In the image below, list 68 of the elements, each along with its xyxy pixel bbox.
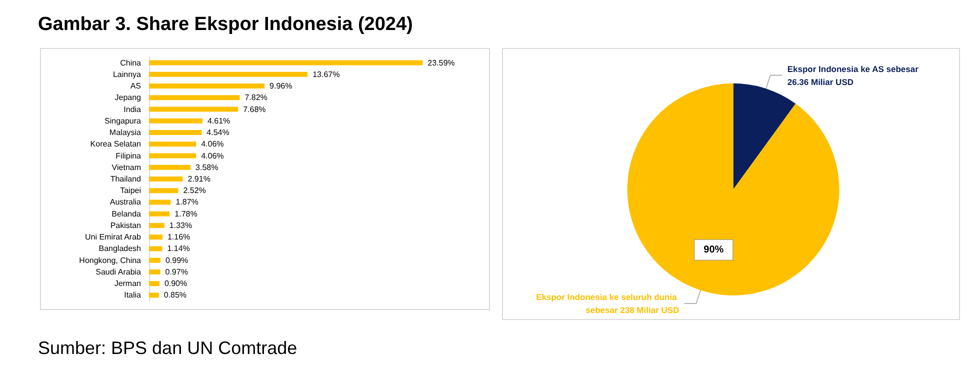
bar [149, 234, 162, 240]
y-tick-label: Jepang [114, 93, 141, 102]
bar [149, 118, 202, 124]
data-label: 13.67% [312, 70, 340, 79]
data-label: 3.58% [196, 162, 218, 172]
bar [149, 106, 238, 112]
text: Sumber: BPS dan UN Comtrade [38, 338, 298, 359]
bar [149, 200, 171, 205]
bar [149, 153, 196, 158]
bar [149, 72, 308, 77]
y-tick-label: Taipei [120, 186, 142, 196]
data-label: 1.16% [167, 232, 190, 242]
y-tick-label: Malaysia [109, 128, 142, 138]
data-label: 1.78% [174, 209, 198, 218]
bar [149, 211, 170, 216]
bar [149, 281, 160, 286]
y-tick-label: AS [130, 82, 141, 91]
y-tick-label: Jerman [114, 279, 141, 288]
bar [149, 130, 202, 136]
data-label: 7.82% [244, 93, 268, 102]
y-tick-label: Bangladesh [98, 244, 141, 254]
bar [149, 176, 183, 182]
data-label: 2.52% [183, 186, 206, 196]
data-label: 0.90% [164, 279, 188, 288]
y-tick-label: Saudi Arabia [96, 267, 142, 276]
bar [149, 188, 178, 194]
y-tick-label: Italia [124, 290, 142, 300]
bar [149, 142, 196, 147]
data-label: 90% [704, 244, 724, 256]
y-tick-label: Uni Emirat Arab [84, 232, 142, 242]
y-tick-label: Pakistan [110, 220, 141, 230]
bar [149, 269, 160, 274]
slice-label: Ekspor Indonesia ke seluruh dunia sebesar 238 Miliar USD [536, 292, 680, 316]
data-label: 0.97% [165, 267, 188, 276]
y-tick-label: Filipina [116, 151, 142, 160]
bar [149, 84, 265, 89]
data-label: 1.87% [176, 198, 198, 207]
data-label: 0.99% [165, 256, 188, 265]
data-label: 23.59% [428, 58, 455, 68]
bar [149, 222, 164, 228]
y-tick-label: Vietnam [112, 162, 142, 172]
y-tick-label: Hongkong, China [79, 256, 142, 265]
y-tick-label: China [120, 58, 142, 68]
slice-label: Ekspor Indonesia ke AS sebesar 26.36 Miliar USD [787, 64, 921, 87]
y-tick-label: Australia [110, 198, 142, 207]
data-label: 2.91% [188, 174, 210, 184]
bar [149, 164, 191, 170]
data-label: 7.68% [243, 104, 266, 114]
y-tick-label: India [124, 104, 142, 114]
data-label: 4.06% [201, 151, 224, 160]
y-tick-label: Lainnya [112, 70, 142, 79]
y-tick-label: Korea Selatan [90, 140, 141, 149]
data-label: 4.61% [207, 116, 230, 126]
y-tick-label: Singapura [104, 116, 142, 126]
data-label: 0.85% [164, 290, 187, 300]
bar [149, 258, 160, 263]
y-tick-label: Belanda [112, 209, 142, 218]
bar [149, 292, 159, 298]
data-label: 9.96% [270, 82, 292, 91]
bar [149, 60, 423, 66]
data-label: 1.33% [169, 220, 192, 230]
chart-title: Gambar 3. Share Ekspor Indonesia (2024) [38, 14, 413, 36]
bar [149, 246, 162, 252]
data-label: 4.54% [206, 128, 230, 138]
data-label: 4.06% [201, 140, 224, 149]
y-tick-label: Thailand [110, 174, 141, 184]
data-label: 1.14% [167, 244, 190, 254]
bar [149, 95, 240, 100]
